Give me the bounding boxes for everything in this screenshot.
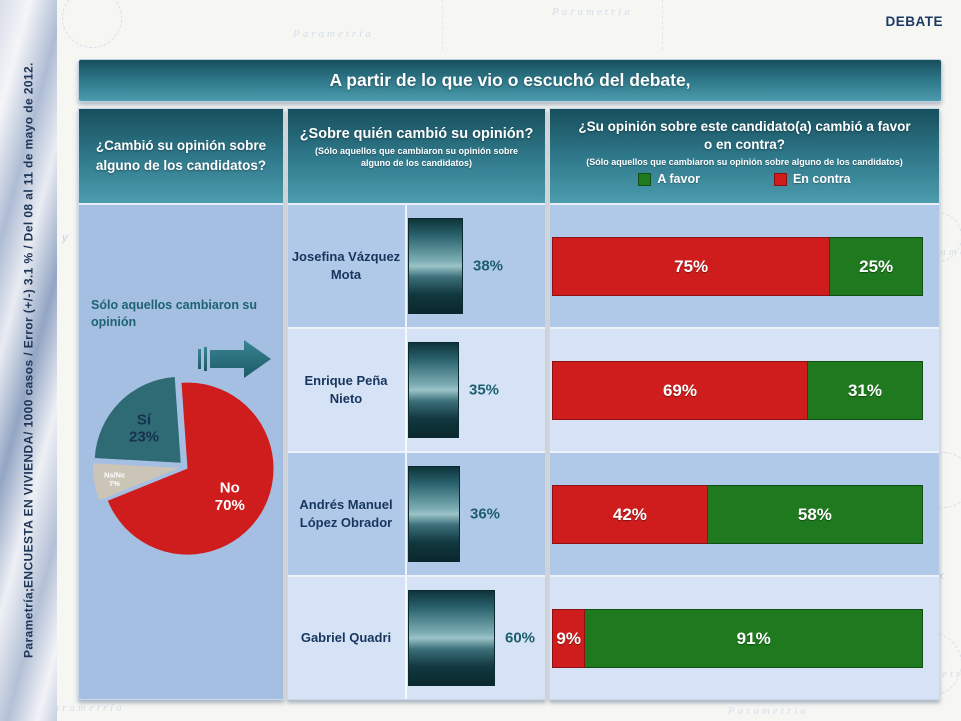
who-row-1: Josefina Vázquez Mota 38%: [288, 205, 545, 329]
stacked-bar: 9% 91%: [552, 609, 923, 668]
panel-who-changed: ¿Sobre quién cambió su opinión? (Sólo aq…: [287, 108, 546, 700]
segment-a-favor: 31%: [807, 361, 923, 420]
axis-letter: y: [62, 232, 68, 244]
pie-label-s: Sí 23%: [129, 411, 159, 445]
favor-contra-row-4: 9% 91%: [550, 577, 939, 699]
favor-contra-row-2: 69% 31%: [550, 329, 939, 453]
segment-en-contra: 75%: [552, 237, 831, 296]
segment-a-favor: 25%: [830, 237, 923, 296]
right-panel-body: 75% 25% 69% 31% 42% 58% 9% 91%: [550, 205, 939, 699]
source-note-prefix: Parametría;: [21, 588, 36, 659]
segment-value: 31%: [847, 380, 882, 400]
watermark-text: Parametría: [293, 28, 374, 40]
legend-item-favor: A favor: [638, 172, 700, 186]
panel-favor-contra: ¿Su opinión sobre este candidato(a) camb…: [549, 108, 940, 700]
watermark-text: Parametría: [728, 705, 809, 717]
watermark-text: Parametría: [552, 6, 633, 18]
segment-value: 42%: [612, 504, 647, 524]
who-bar: [408, 342, 459, 438]
legend-item-contra: En contra: [773, 172, 851, 187]
segment-en-contra: 69%: [552, 361, 808, 420]
who-row-3: Andrés Manuel López Obrador 36%: [288, 453, 545, 577]
who-bar: [408, 218, 463, 314]
who-row-4: Gabriel Quadri 60%: [288, 577, 545, 699]
favor-swatch-icon: [638, 172, 652, 186]
slide-title-text: A partir de lo que vio o escuchó del deb…: [329, 70, 691, 90]
favor-contra-row-3: 42% 58%: [550, 453, 939, 577]
stacked-bar: 69% 31%: [552, 361, 923, 420]
segment-value: 75%: [674, 256, 709, 276]
segment-a-favor: 58%: [707, 485, 923, 544]
source-note-bold: ENCUESTA EN VIVIENDA: [21, 435, 36, 589]
segment-a-favor: 91%: [585, 609, 923, 668]
pie-note: Sólo aquellos cambiaron su opinión: [91, 298, 258, 329]
pie-label-no: No 70%: [215, 480, 245, 514]
stacked-bar: 75% 25%: [552, 237, 923, 296]
legend-contra-label: En contra: [792, 172, 851, 187]
middle-panel-body: Josefina Vázquez Mota 38% Enrique Peña Nie…: [288, 205, 545, 699]
candidate-name: Enrique Peña Nieto: [304, 373, 388, 406]
compass-sketch: [62, 0, 122, 48]
grid-sketch: [442, 0, 443, 50]
arrow-right-icon: [198, 340, 271, 378]
pie-slice-nsnc: [93, 463, 180, 501]
panel-changed-opinion: ¿Cambió su opinión sobre alguno de los c…: [78, 108, 284, 700]
pie-slice-s: [94, 377, 181, 463]
grid-sketch: [662, 0, 663, 50]
who-bar-value: 36%: [470, 505, 501, 523]
legend: A favor En contra: [550, 172, 939, 186]
debate-label: DEBATE: [885, 14, 943, 29]
pie-chart: No 70% Ns/Nc 7% Sí 23%: [93, 377, 274, 555]
middle-panel-subtitle: (Sólo aquellos que cambiaron su opinión …: [314, 146, 519, 168]
pie-slice-no: [107, 382, 274, 555]
favor-contra-row-1: 75% 25%: [550, 205, 939, 329]
source-sidebar: Parametría; ENCUESTA EN VIVIENDA / 1000 …: [0, 0, 57, 721]
legend-favor-label: A favor: [657, 172, 700, 187]
middle-panel-question: ¿Sobre quién cambió su opinión?: [299, 126, 534, 142]
who-row-2: Enrique Peña Nieto 35%: [288, 329, 545, 453]
candidate-name: Gabriel Quadri: [300, 630, 392, 646]
pie-label-nsnc: Ns/Nc 7%: [104, 471, 125, 489]
source-note-suffix: / 1000 casos / Error (+/-) 3.1 % / Del 0…: [21, 62, 36, 436]
left-panel-question: ¿Cambió su opinión sobre alguno de los c…: [95, 138, 267, 173]
source-note: Parametría; ENCUESTA EN VIVIENDA / 1000 …: [0, 0, 57, 721]
right-panel-question: ¿Su opinión sobre este candidato(a) camb…: [578, 119, 911, 153]
right-panel-header: ¿Su opinión sobre este candidato(a) camb…: [550, 109, 939, 205]
watermark-text: Parametría: [44, 702, 125, 714]
left-panel-body: Sólo aquellos cambiaron su opinión No 70%…: [79, 205, 283, 699]
segment-value: 9%: [556, 628, 581, 648]
who-bar-value: 38%: [473, 257, 504, 275]
candidate-name: Josefina Vázquez Mota: [291, 249, 401, 282]
candidate-name: Andrés Manuel López Obrador: [299, 497, 393, 530]
segment-value: 58%: [797, 504, 832, 524]
who-bar: [408, 590, 495, 686]
segment-en-contra: 9%: [552, 609, 586, 668]
segment-value: 69%: [662, 380, 697, 400]
left-panel-header: ¿Cambió su opinión sobre alguno de los c…: [79, 109, 283, 205]
right-panel-subtitle: (Sólo aquellos que cambiaron su opinión …: [586, 157, 903, 168]
middle-panel-header: ¿Sobre quién cambió su opinión? (Sólo aq…: [288, 109, 545, 205]
slide-title: A partir de lo que vio o escuchó del deb…: [78, 59, 942, 102]
segment-value: 91%: [736, 628, 771, 648]
contra-swatch-icon: [773, 172, 787, 186]
who-bar-value: 35%: [469, 381, 500, 399]
axis-letter: x: [938, 570, 944, 582]
segment-en-contra: 42%: [552, 485, 708, 544]
stacked-bar: 42% 58%: [552, 485, 923, 544]
segment-value: 25%: [859, 256, 894, 276]
who-bar: [408, 466, 460, 562]
who-bar-value: 60%: [505, 629, 536, 647]
